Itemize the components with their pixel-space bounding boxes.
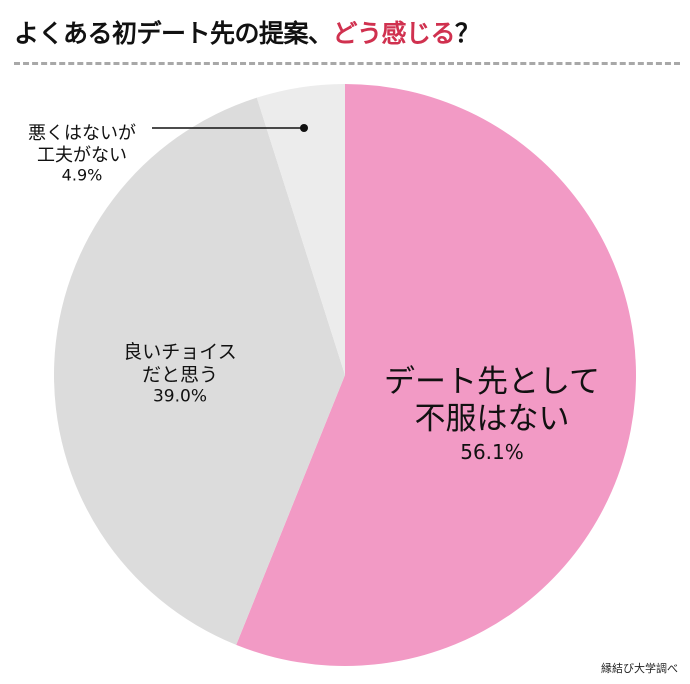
slice-label-3-line-1: 悪くはないが (28, 123, 136, 144)
slice-label-2-line-2: だと思う (142, 364, 218, 386)
leader-dot (300, 124, 308, 132)
pie-slice-3 (256, 84, 345, 375)
slice-label-3-line-2: 工夫がない (37, 145, 127, 166)
title-end: ？ (455, 19, 480, 48)
pie-slice-2 (54, 97, 346, 645)
pie-slice-1 (236, 84, 637, 666)
slice-value-label-1: 56.1% (460, 440, 524, 464)
slice-label-2-line-1: 良いチョイス (123, 341, 236, 363)
slice-value-label-2: 39.0% (153, 387, 207, 407)
title-main: よくある初デート先の提案、 (14, 19, 333, 48)
source-note: 縁結び大学調べ (601, 662, 678, 675)
dashed-divider (14, 62, 680, 65)
slice-label-1-line-1: デート先として (384, 364, 600, 400)
slice-value-label-3: 4.9% (62, 166, 103, 185)
chart-title: よくある初デート先の提案、どう感じる？ (14, 14, 480, 50)
slice-label-1-line-2: 不服はない (415, 401, 570, 437)
title-accent: どう感じる (332, 19, 456, 48)
